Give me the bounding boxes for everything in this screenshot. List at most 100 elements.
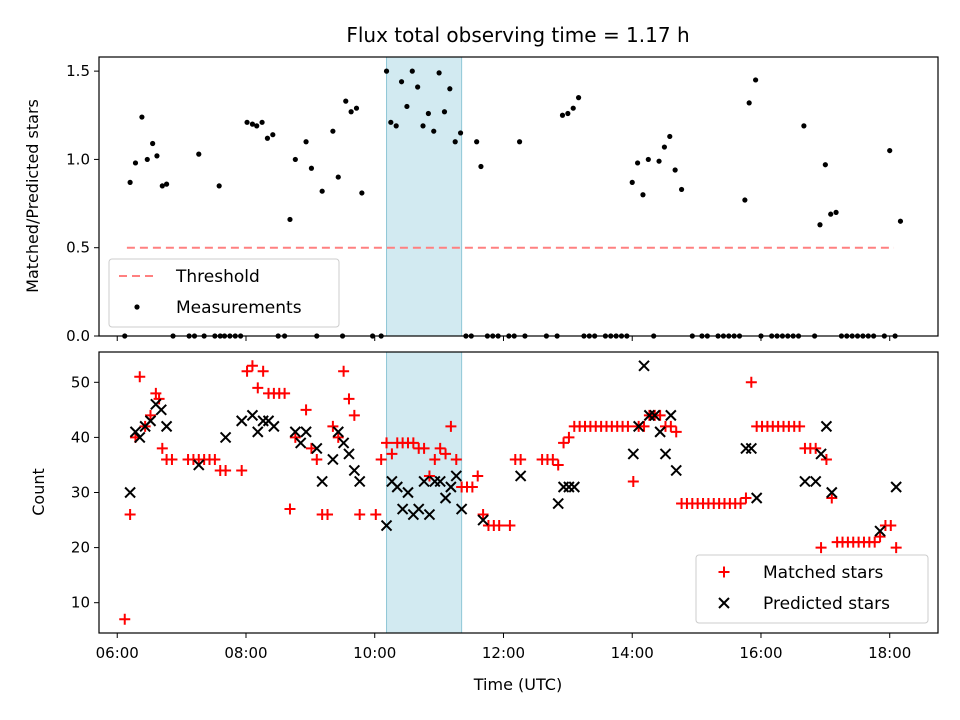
matched-star-point [144,409,156,421]
predicted-star-point [815,448,827,460]
predicted-star-point [289,426,302,438]
matched-star-point [332,431,344,443]
matched-star-point [119,613,131,625]
predicted-star-point [252,426,264,438]
measurement-point [897,218,904,224]
matched-star-point [627,475,639,487]
measurement-point [478,163,484,170]
legend-label: Predicted stars [763,594,890,614]
measurement-point [259,119,265,125]
predicted-star-point [477,514,489,526]
predicted-star-point [354,475,366,488]
measurement-point [742,197,748,203]
predicted-star-point [568,481,580,493]
bottom-x-tick-label: 18:00 [868,644,911,662]
matched-star-point [440,448,452,460]
measurement-point [409,68,415,74]
matched-star-point [552,459,564,471]
matched-star-point [124,509,136,521]
matched-star-point [794,420,806,432]
matched-star-point [429,453,441,465]
matched-star-point [289,431,301,443]
matched-star-point [370,509,382,521]
measurement-point [244,119,250,125]
measurement-point [196,151,202,157]
legend-label: Measurements [176,298,302,318]
matched-star-point [156,442,168,454]
matched-star-point [869,536,881,548]
matched-star-point [745,376,757,388]
predicted-star-point [327,453,339,466]
matched-star-point [735,498,747,510]
matched-star-point [558,437,570,449]
measurement-point [629,179,635,185]
top-panel: 0.0 0.5 1.0 1.5 Threshold Measurements [66,56,939,345]
matched-star-point [810,442,822,454]
bottom-y-tick-label: 50 [71,373,90,391]
measurement-point [415,84,421,90]
predicted-star-point [799,475,811,488]
measurement-point [667,133,673,140]
measurement-point [303,139,309,145]
matched-star-point [826,492,838,504]
measurement-point [270,132,276,138]
matched-star-point [504,520,516,532]
measurement-point [335,174,341,180]
matched-star-point [150,387,162,399]
predicted-star-point [750,492,763,504]
measurement-point [656,158,662,164]
predicted-star-point [659,448,672,460]
measurement-point [436,70,442,76]
predicted-star-point [316,475,328,488]
predicted-star-point [423,508,436,521]
predicted-star-point [348,464,361,477]
predicted-star-point [300,426,312,438]
top-highlight-span [386,56,463,337]
predicted-star-point [396,503,409,515]
predicted-star-point [246,409,259,422]
matched-star-point [311,453,323,465]
measurement-point [828,211,834,217]
matched-star-point [885,520,897,532]
predicted-star-point [332,426,344,438]
measurement-point [452,139,458,145]
matched-star-point [563,431,575,443]
measurement-point [457,130,464,136]
predicted-star-point [124,486,136,499]
matched-star-point [241,365,253,377]
predicted-star-point [654,426,666,438]
measurement-point [383,68,390,74]
matched-star-point [236,464,248,476]
measurement-point [645,156,651,163]
measurement-point [292,156,298,163]
matched-star-point [354,509,366,521]
legend-marker-matched [718,566,730,578]
measurement-point [474,139,480,145]
bottom-x-tick-label: 16:00 [739,644,782,662]
matched-star-point [246,360,258,372]
bottom-x-tick-label: 14:00 [611,644,654,662]
predicted-star-point [809,475,822,488]
bottom-panel: 10 20 30 40 50 06:00 08:00 10:00 12:00 14:00 16:00… [71,351,939,662]
predicted-star-point [343,448,355,460]
predicted-star-point [455,503,468,515]
matched-star-point [622,420,634,432]
predicted-star-point [874,525,886,537]
matched-star-point [305,442,317,454]
matched-star-point [445,420,457,432]
measurement-point [287,216,293,223]
matched-star-point [740,492,752,504]
x-axis-label: Time (UTC) [473,675,562,694]
matched-star-point [407,437,419,449]
legend-marker-measurements [134,304,140,310]
measurement-point [640,192,646,198]
measurement-point [127,179,133,185]
matched-star-point [654,409,666,421]
matched-star-point [386,448,398,460]
bottom-y-tick-label: 20 [71,539,90,557]
legend-box [695,554,929,624]
measurement-point [388,119,394,125]
measurement-point [404,103,410,110]
measurement-point [249,121,256,127]
